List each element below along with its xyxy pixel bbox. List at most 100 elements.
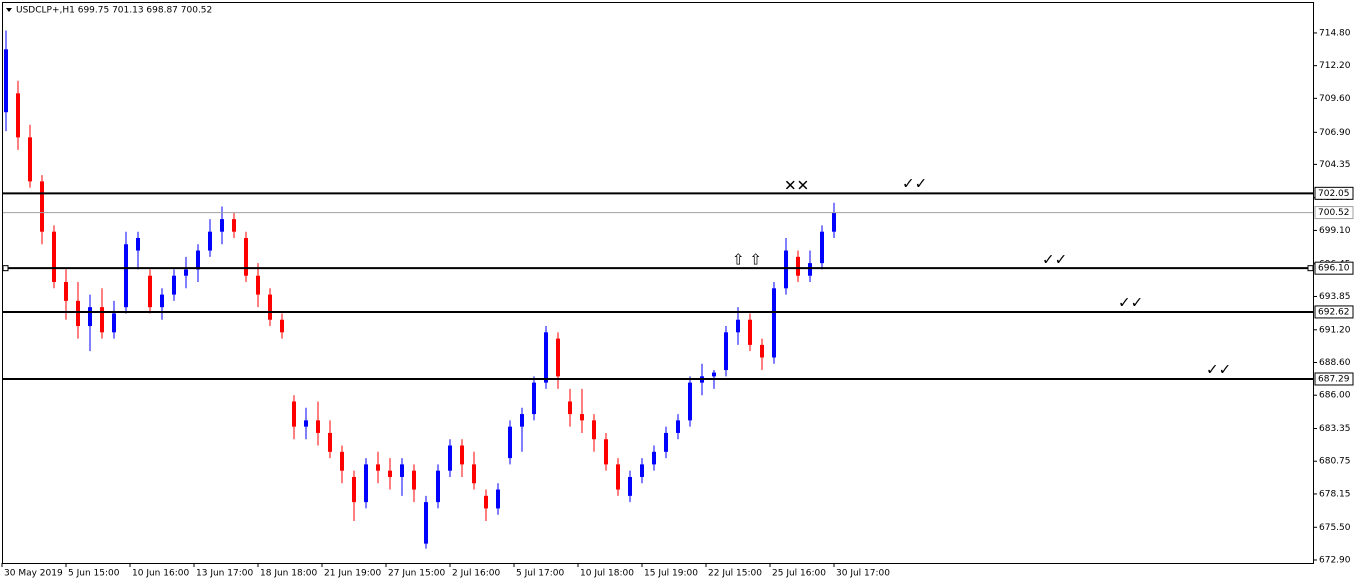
candle-body: [760, 344, 764, 358]
candle-body: [520, 414, 524, 427]
level-handle: [2, 265, 9, 272]
level-label: 687.29: [1318, 374, 1350, 384]
menu-arrow[interactable]: [6, 8, 12, 12]
candle-body: [148, 275, 152, 308]
candle-body: [448, 445, 452, 471]
candle-body: [28, 137, 32, 182]
y-tick-label: 686.00: [1319, 391, 1351, 401]
x-tick-label: 2 Jul 16:00: [452, 569, 501, 579]
annotation: ✕✕: [784, 177, 809, 195]
candle-body: [820, 231, 824, 264]
candle-body: [160, 294, 164, 308]
candle-body: [76, 300, 80, 327]
candle-body: [628, 476, 632, 496]
candle-body: [580, 414, 584, 421]
candle-body: [100, 307, 104, 333]
y-tick-label: 683.35: [1319, 424, 1351, 434]
chart-title: USDCLP+,H1 699.75 701.13 698.87 700.52: [16, 6, 212, 16]
candle-body: [412, 470, 416, 490]
candle-body: [124, 244, 128, 308]
annotation: ✓✓: [1118, 294, 1143, 312]
candle-body: [508, 426, 512, 459]
candle-body: [364, 464, 368, 503]
candle-body: [436, 470, 440, 503]
y-tick-label: 691.20: [1319, 325, 1351, 335]
candle-body: [544, 332, 548, 383]
candle-body: [832, 212, 836, 232]
candle-body: [652, 451, 656, 465]
candle-body: [4, 49, 8, 113]
candle-body: [568, 401, 572, 415]
y-tick-label: 712.20: [1319, 61, 1351, 71]
annotation: ✓✓: [1206, 361, 1231, 379]
candle-body: [556, 338, 560, 377]
level-label: 700.52: [1318, 208, 1350, 218]
x-tick-label: 22 Jul 15:00: [708, 569, 762, 579]
candle-body: [340, 451, 344, 471]
x-tick-label: 30 Jul 17:00: [836, 569, 890, 579]
level-label-box: [1314, 261, 1354, 275]
level-label-box: [1314, 305, 1354, 319]
y-tick-label: 678.15: [1319, 489, 1351, 499]
plot-frame: [2, 2, 1314, 564]
candle-body: [748, 319, 752, 345]
candle-body: [592, 420, 596, 440]
candle-body: [196, 250, 200, 270]
y-tick-label: 675.50: [1319, 523, 1351, 533]
y-tick-label: 693.85: [1319, 292, 1351, 302]
candle-body: [772, 288, 776, 358]
x-tick-label: 15 Jul 19:00: [644, 569, 698, 579]
candle-body: [220, 219, 224, 232]
candle-body: [16, 93, 20, 138]
annotation: ✓✓: [1042, 251, 1067, 269]
candle-body: [136, 237, 140, 251]
y-tick-label: 709.60: [1319, 94, 1351, 104]
candle-body: [40, 181, 44, 232]
candle-body: [532, 382, 536, 415]
y-tick-label: 688.60: [1319, 358, 1351, 368]
candle-body: [268, 294, 272, 320]
candle-body: [304, 420, 308, 427]
candle-body: [172, 275, 176, 295]
candle-body: [484, 495, 488, 509]
level-label: 702.05: [1318, 189, 1350, 199]
candle-body: [376, 464, 380, 471]
level-label: 696.10: [1318, 264, 1350, 274]
candle-body: [736, 319, 740, 333]
y-tick-label: 706.90: [1319, 128, 1351, 138]
candle-body: [784, 250, 788, 289]
candle-body: [292, 401, 296, 427]
candle-body: [280, 319, 284, 333]
candle-body: [316, 420, 320, 433]
y-tick-label: 699.10: [1319, 226, 1351, 236]
level-label-box: [1314, 186, 1354, 200]
level-handle: [1307, 265, 1314, 272]
x-tick-label: 10 Jun 16:00: [132, 569, 189, 579]
candle-body: [232, 219, 236, 232]
candle-body: [400, 464, 404, 477]
candle-body: [460, 445, 464, 465]
y-tick-label: 672.90: [1319, 555, 1351, 565]
x-tick-label: 5 Jun 15:00: [68, 569, 120, 579]
candle-body: [472, 464, 476, 484]
candle-body: [616, 464, 620, 490]
x-tick-label: 21 Jun 19:00: [324, 569, 381, 579]
candle-body: [244, 237, 248, 276]
candle-body: [64, 282, 68, 301]
candle-body: [724, 332, 728, 371]
candle-body: [52, 231, 56, 283]
annotation: ⇧ ⇧: [732, 251, 762, 269]
candle-body: [352, 476, 356, 503]
candle-body: [388, 470, 392, 477]
candle-body: [496, 489, 500, 509]
x-tick-label: 13 Jun 17:00: [196, 569, 253, 579]
level-label-box: [1314, 206, 1354, 220]
annotation: ✓✓: [902, 175, 927, 193]
candle-body: [688, 382, 692, 421]
candle-body: [712, 372, 716, 377]
x-tick-label: 5 Jul 17:00: [516, 569, 565, 579]
candle-body: [424, 502, 428, 544]
candle-body: [796, 256, 800, 276]
